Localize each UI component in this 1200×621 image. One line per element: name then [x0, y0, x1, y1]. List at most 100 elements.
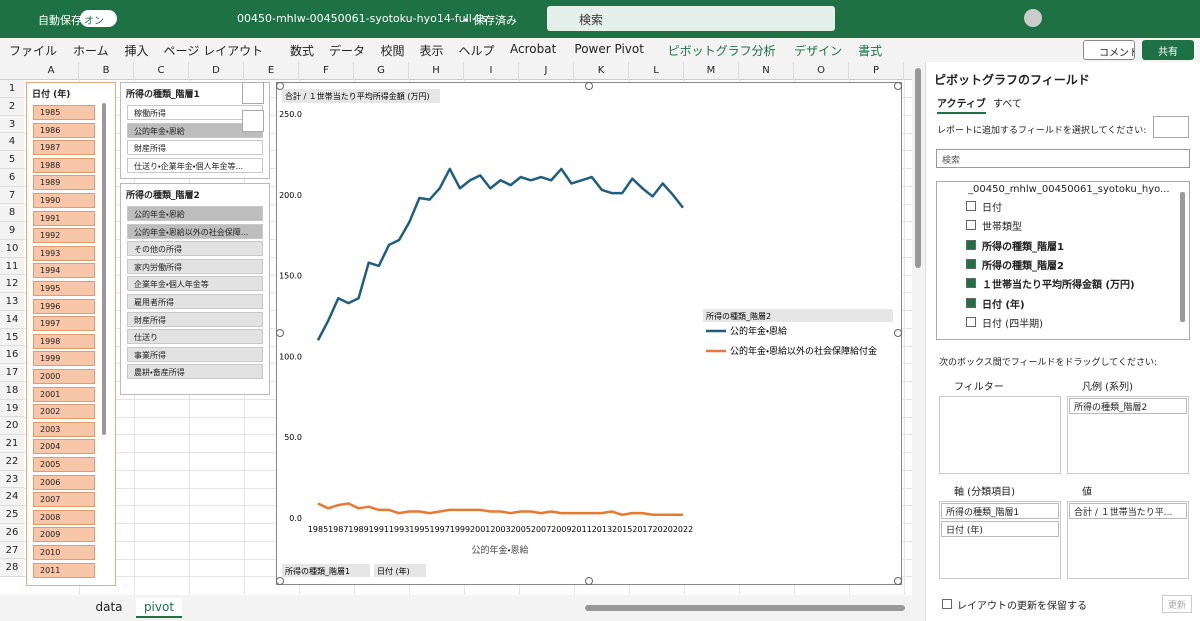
field-name[interactable]: 所得の種類_階層1	[982, 241, 1064, 253]
slicer-item[interactable]: 1996	[33, 298, 95, 314]
area-item[interactable]: 合計 / １世帯当たり平...	[1069, 503, 1187, 519]
slicer-item[interactable]: 1986	[33, 122, 95, 138]
slicer-item[interactable]: 公的年金・恩給以外の社会保障...	[127, 223, 263, 239]
x-tick-label: 2020	[653, 525, 673, 534]
slicer-item[interactable]: 2011	[33, 562, 95, 578]
slicer-item[interactable]: 1994	[33, 263, 95, 279]
column-header: H	[409, 62, 464, 80]
slicer-item[interactable]: 2004	[33, 439, 95, 455]
slicer-item[interactable]: 1998	[33, 333, 95, 349]
field-checkbox[interactable]	[966, 297, 976, 308]
slicer-item[interactable]: 財産所得	[127, 140, 263, 156]
field-name[interactable]: 所得の種類_階層2	[982, 260, 1064, 272]
field-checkbox[interactable]	[966, 239, 976, 250]
row-header: 15	[0, 328, 24, 347]
slicer-item[interactable]: 雇用者所得	[127, 294, 263, 309]
slicer-item[interactable]: 家内労働所得	[127, 258, 263, 274]
comment-button[interactable]: コメント	[1083, 40, 1135, 60]
area-label: フィルター	[954, 382, 1004, 393]
update-button[interactable]: 更新	[1162, 595, 1192, 613]
slicer-item[interactable]: 2006	[33, 474, 95, 490]
ribbon-tab[interactable]: ファイル	[9, 44, 58, 58]
ribbon-tab[interactable]: ヘルプ	[458, 44, 495, 58]
field-checkbox[interactable]	[966, 316, 976, 327]
slicer-item[interactable]: 1988	[33, 157, 95, 173]
field-name[interactable]: 世帯類型	[982, 222, 1022, 234]
ribbon-tab[interactable]: 挿入	[124, 44, 149, 58]
y-tick-label: 200.0	[279, 191, 302, 200]
slicer-item[interactable]: 企業年金・個人年金等	[127, 276, 263, 292]
slicer-item[interactable]: 公的年金・恩給	[127, 206, 263, 221]
slicer-item[interactable]: 2009	[33, 527, 95, 543]
slicer-item[interactable]: 公的年金・恩給	[127, 122, 263, 138]
slicer-item[interactable]: 2003	[33, 421, 95, 437]
autosave-toggle[interactable]: オン	[80, 10, 117, 27]
slicer-item[interactable]: 1989	[33, 175, 95, 191]
ribbon-tab[interactable]: 表示	[419, 44, 444, 58]
settings-button[interactable]	[1153, 116, 1189, 138]
field-name[interactable]: 日付 (四半期)	[982, 318, 1043, 330]
field-checkbox[interactable]	[966, 201, 976, 211]
slicer-title: 所得の種類_階層1	[126, 90, 200, 100]
slicer-item[interactable]: 1991	[33, 210, 95, 226]
pane-tab[interactable]: アクティブ	[937, 95, 986, 114]
field-checkbox[interactable]	[966, 278, 976, 289]
field-name[interactable]: １世帯当たり平均所得金額 (万円)	[982, 280, 1135, 292]
sheet-tab[interactable]: data	[95, 600, 123, 614]
slicer-item[interactable]: 2000	[33, 369, 95, 384]
pane-prompt: レポートに追加するフィールドを選択してください:	[937, 126, 1147, 136]
field-checkbox[interactable]	[966, 220, 976, 231]
area-item[interactable]: 所得の種類_階層2	[1069, 398, 1187, 414]
slicer-item[interactable]: 2008	[33, 509, 95, 525]
area-item[interactable]: 日付 (年)	[941, 521, 1059, 537]
slicer-item[interactable]: 2005	[33, 457, 95, 472]
slicer-item[interactable]: 1985	[33, 105, 95, 120]
pivot-chart[interactable]: 合計 / １世帯当たり平均所得金額 (万円) 0.0 50.0 100.0 150.0 2…	[276, 82, 902, 585]
sheet-tab[interactable]: pivot	[136, 598, 182, 618]
chart-styles-button[interactable]	[242, 110, 264, 132]
slicer-item[interactable]: 2010	[33, 545, 95, 560]
slicer-item[interactable]: 2002	[33, 404, 95, 420]
share-button[interactable]: 共有	[1142, 40, 1194, 60]
ribbon-tab[interactable]: ホーム	[73, 44, 109, 58]
slicer-item[interactable]: 1999	[33, 351, 95, 367]
slicer-item[interactable]: 事業所得	[127, 346, 263, 362]
slicer-item[interactable]: 1995	[33, 281, 95, 296]
pane-search[interactable]: 検索	[936, 149, 1190, 168]
chart-elements-button[interactable]	[242, 82, 264, 104]
slicer-item[interactable]: 仕送り	[127, 329, 263, 345]
area-item[interactable]: 所得の種類_階層1	[941, 503, 1059, 519]
ribbon	[0, 38, 1200, 63]
ribbon-tab[interactable]: ページ レイアウト	[163, 44, 264, 58]
slicer-item[interactable]: 2001	[33, 386, 95, 402]
avatar	[1024, 9, 1042, 27]
slicer-item[interactable]: 財産所得	[127, 311, 263, 327]
field-name[interactable]: 日付 (年)	[982, 299, 1025, 311]
ribbon-tab[interactable]: 校閲	[380, 44, 405, 58]
file-name: 00450-mhlw-00450061-syotoku-hyo14-full-l…	[237, 12, 499, 25]
ribbon-tab[interactable]: Acrobat	[510, 42, 557, 56]
slicer-item[interactable]: 農耕・畜産所得	[127, 364, 263, 380]
defer-checkbox[interactable]	[942, 599, 952, 609]
field-checkbox[interactable]	[966, 258, 976, 269]
slicer-item[interactable]: 2007	[33, 492, 95, 508]
slicer-item[interactable]: その他の所得	[127, 241, 263, 257]
ribbon-tab[interactable]: 数式	[290, 44, 315, 58]
ribbon-tab[interactable]: 書式	[858, 44, 883, 58]
ribbon-tab[interactable]: ピボットグラフ分析	[667, 44, 776, 58]
slicer-item[interactable]: 1987	[33, 140, 95, 156]
slicer-item[interactable]: 仕送り・企業年金・個人年金等...	[127, 157, 263, 173]
column-header: F	[299, 62, 354, 80]
search-box[interactable]: 検索	[547, 6, 835, 31]
slicer-item[interactable]: 1990	[33, 193, 95, 208]
ribbon-tab[interactable]: Power Pivot	[574, 42, 644, 56]
slicer-item[interactable]: 1997	[33, 316, 95, 332]
pane-tab[interactable]: すべて	[993, 99, 1022, 110]
field-name[interactable]: 日付	[982, 203, 1002, 214]
ribbon-tab[interactable]: データ	[329, 44, 366, 58]
area-box	[1067, 501, 1189, 579]
field-list	[936, 181, 1190, 340]
slicer-item[interactable]: 1993	[33, 245, 95, 261]
ribbon-tab[interactable]: デザイン	[794, 44, 843, 58]
slicer-item[interactable]: 1992	[33, 228, 95, 244]
